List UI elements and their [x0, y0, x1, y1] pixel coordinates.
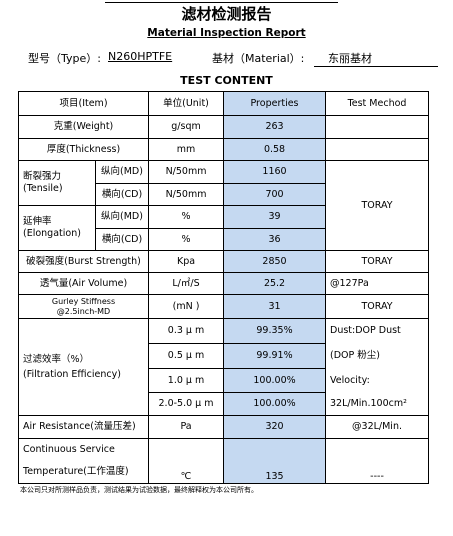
method-cell: TORAY [325, 294, 430, 319]
value-cell: 25.2 [223, 272, 327, 295]
value-cell: 320 [223, 415, 327, 439]
item-cell: 透气量(Air Volume) [17, 272, 150, 295]
item-cell: Gurley Stiffness @2.5inch-MD [17, 294, 150, 319]
unit-cell: g/sqm [148, 115, 225, 139]
header-cell: 单位(Unit) [148, 91, 225, 116]
row: 横向(CD) N/50mm 700 [19, 183, 429, 206]
method-cell [325, 115, 430, 139]
direction-cell: 纵向(MD) [94, 160, 150, 184]
value-cell: 263 [223, 115, 327, 139]
item-cell: Air Resistance(流量压差) [17, 415, 150, 439]
material-value: 东丽基材 [314, 50, 438, 67]
value-cell: 100.00% [223, 368, 327, 393]
row: 厚度(Thickness) mm 0.58 [17, 138, 430, 161]
unit-cell: (mN ) [148, 294, 225, 319]
section-title: TEST CONTENT [180, 74, 273, 87]
value-cell: 1160 [223, 160, 327, 184]
unit-cell: % [148, 228, 225, 251]
type-label: 型号（Type）: [28, 52, 101, 65]
row: 过滤效率（%） (Filtration Efficiency) 0.3 μ m … [17, 318, 430, 416]
method-cell: TORAY [325, 160, 430, 251]
item-cell: 过滤效率（%） (Filtration Efficiency) [17, 318, 150, 416]
unit-cell: N/50mm [148, 183, 225, 206]
value-cell: 31 [223, 294, 327, 319]
title: 滤材检测报告 [181, 5, 272, 23]
item-cell: 破裂强度(Burst Strength) [17, 250, 150, 273]
row: Gurley Stiffness @2.5inch-MD (mN ) 31 TO… [17, 294, 430, 319]
unit-cell: 1.0 μ m [148, 368, 225, 393]
value-cell: 0.58 [223, 138, 327, 161]
direction-cell: 纵向(MD) [94, 205, 150, 229]
unit-cell: L/㎡/S [148, 272, 225, 295]
method-cell: @32L/Min. [325, 415, 430, 439]
row: 2.0-5.0 μ m 100.00% 32L/Min.100cm² [19, 392, 430, 416]
row: 断裂强力 (Tensile) 纵向(MD) N/50mm 1160 TORAY [18, 160, 430, 251]
row: 克重(Weight) g/sqm 263 [17, 115, 430, 139]
top-rule [105, 2, 338, 3]
value-cell: 700 [223, 183, 327, 206]
row: 透气量(Air Volume) L/㎡/S 25.2 @127Pa [17, 272, 430, 295]
results-table: 项目(Item) 单位(Unit) Properties Test Mechod… [17, 91, 430, 484]
unit-cell: ℃ [148, 438, 225, 484]
direction-cell: 横向(CD) [94, 228, 150, 251]
row: Continuous Service Temperature(工作温度) ℃ 1… [17, 438, 430, 484]
value-cell: 100.00% [223, 392, 327, 416]
method-cell: Dust:DOP Dust [325, 318, 430, 344]
row: Air Resistance(流量压差) Pa 320 @32L/Min. [17, 415, 430, 439]
unit-cell: Pa [148, 415, 225, 439]
unit-cell: 0.5 μ m [148, 343, 225, 369]
subtitle: Material Inspection Report [147, 27, 306, 39]
header-cell: Test Mechod [325, 91, 430, 116]
unit-cell: N/50mm [148, 160, 225, 184]
method-cell: @127Pa [325, 272, 430, 295]
unit-cell: Kpa [148, 250, 225, 273]
item-cell: 延伸率 (Elongation) [18, 205, 96, 251]
row: 破裂强度(Burst Strength) Kpa 2850 TORAY [17, 250, 430, 273]
row: 横向(CD) % 36 [19, 228, 429, 251]
method-cell: ---- [325, 438, 430, 484]
value-cell: 36 [223, 228, 327, 251]
direction-cell: 横向(CD) [94, 183, 150, 206]
item-cell: 克重(Weight) [17, 115, 150, 139]
unit-cell: 0.3 μ m [148, 318, 225, 344]
method-cell: Velocity: [325, 368, 430, 393]
method-cell: TORAY [325, 250, 430, 273]
unit-cell: 2.0-5.0 μ m [148, 392, 225, 416]
value-cell: 99.91% [223, 343, 327, 369]
material-label: 基材（Material）: [212, 52, 305, 65]
unit-cell: % [148, 205, 225, 229]
item-cell: 断裂强力 (Tensile) [18, 160, 96, 206]
footer-note: 本公司只对所测样品负责，测试结果为试验数据，最终解释权为本公司所有。 [20, 486, 258, 494]
row: 1.0 μ m 100.00% Velocity: [19, 368, 430, 393]
method-cell [325, 138, 430, 161]
header-cell: Properties [223, 91, 327, 116]
item-cell: 厚度(Thickness) [17, 138, 150, 161]
value-cell: 135 [223, 438, 327, 484]
method-cell: 32L/Min.100cm² [325, 392, 430, 416]
item-cell: Continuous Service Temperature(工作温度) [17, 438, 150, 484]
header-cell: 项目(Item) [17, 91, 150, 116]
type-value: N260HPTFE [108, 50, 173, 63]
row: 0.5 μ m 99.91% (DOP 粉尘) [19, 343, 430, 369]
header-row: 项目(Item) 单位(Unit) Properties Test Mechod [17, 91, 430, 116]
value-cell: 39 [223, 205, 327, 229]
value-cell: 2850 [223, 250, 327, 273]
unit-cell: mm [148, 138, 225, 161]
value-cell: 99.35% [223, 318, 327, 344]
method-cell: (DOP 粉尘) [325, 343, 430, 369]
